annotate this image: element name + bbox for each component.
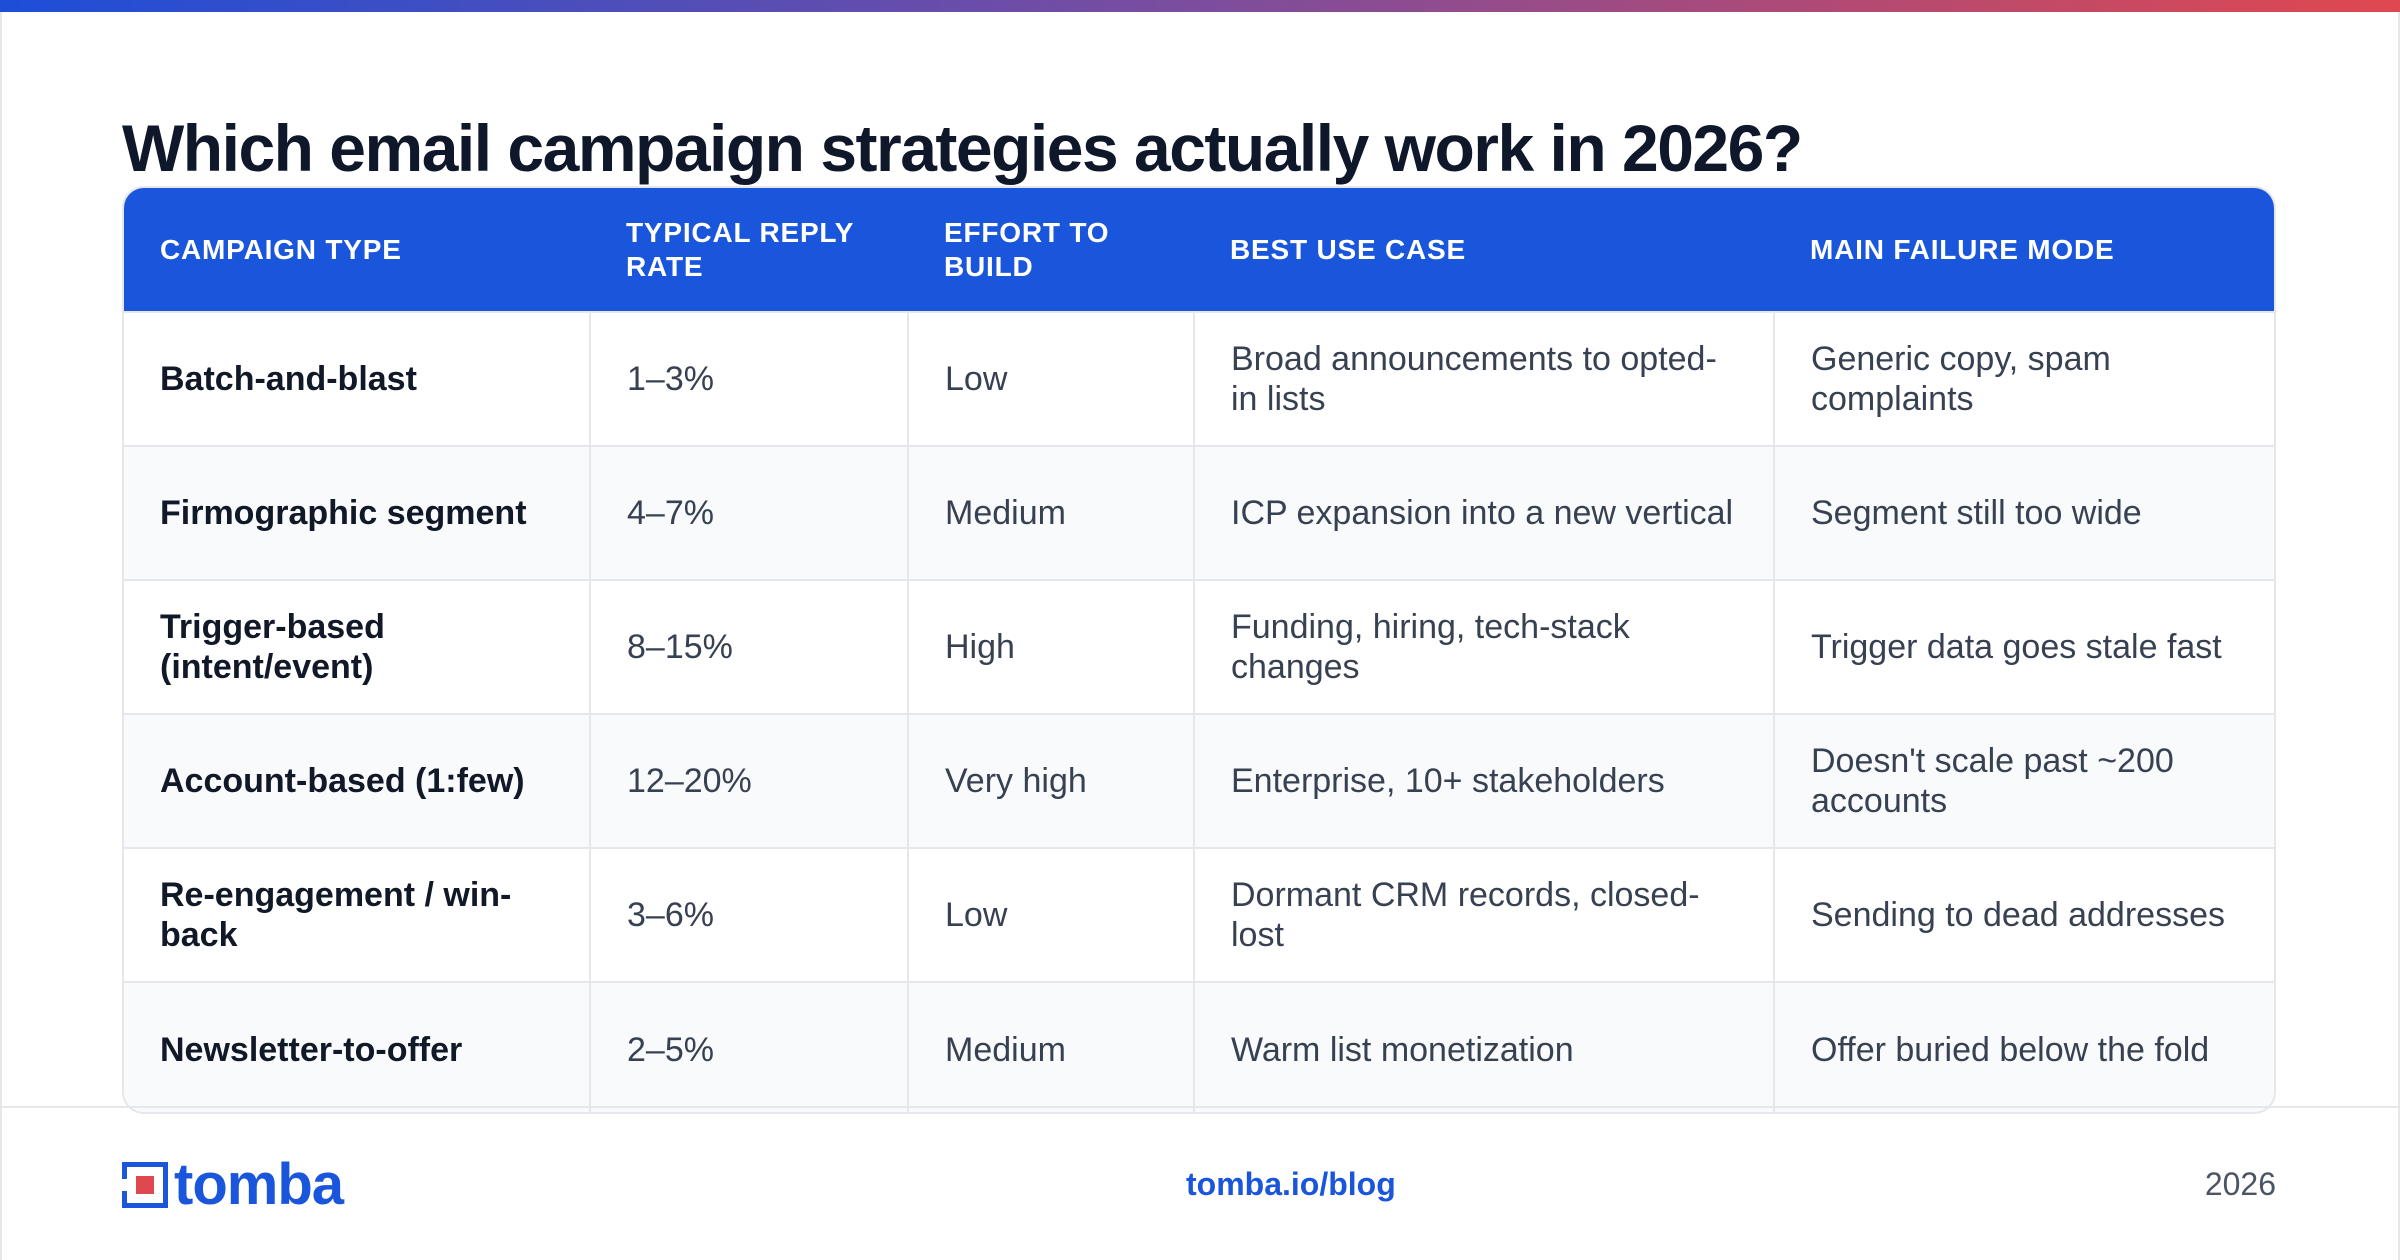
table-row: Re-engagement / win-back 3–6% Low Dorman… [124, 847, 2274, 982]
table-row: Newsletter-to-offer 2–5% Medium Warm lis… [124, 981, 2274, 1112]
cell-use-case: Warm list monetization [1194, 981, 1775, 1112]
cell-failure-mode: Trigger data goes stale fast [1774, 579, 2274, 714]
cell-effort: Very high [908, 713, 1195, 848]
cell-campaign-type: Re-engagement / win-back [124, 847, 591, 982]
header-use-case: BEST USE CASE [1230, 233, 1466, 265]
cell-failure-mode: Generic copy, spam complaints [1774, 311, 2274, 446]
table-header-row: CAMPAIGN TYPE TYPICAL REPLY RATE EFFORT … [124, 188, 2274, 312]
cell-use-case: Funding, hiring, tech-stack changes [1194, 579, 1775, 714]
cell-reply-rate: 8–15% [590, 579, 909, 714]
table-row: Batch-and-blast 1–3% Low Broad announcem… [124, 311, 2274, 446]
cell-failure-mode: Segment still too wide [1774, 445, 2274, 580]
header-failure-mode: MAIN FAILURE MODE [1810, 233, 2115, 265]
cell-failure-mode: Sending to dead addresses [1774, 847, 2274, 982]
cell-use-case: Dormant CRM records, closed-lost [1194, 847, 1775, 982]
cell-effort: High [908, 579, 1195, 714]
table-row: Trigger-based (intent/event) 8–15% High … [124, 579, 2274, 714]
cell-effort: Low [908, 311, 1195, 446]
cell-use-case: ICP expansion into a new vertical [1194, 445, 1775, 580]
cell-campaign-type: Batch-and-blast [124, 311, 591, 446]
logo-wordmark: tomba [174, 1152, 344, 1217]
blog-link[interactable]: tomba.io/blog [1186, 1166, 1396, 1202]
cell-failure-mode: Offer buried below the fold [1774, 981, 2274, 1112]
footer-divider [0, 1106, 2400, 1108]
header-reply-rate: TYPICAL REPLY RATE [626, 216, 854, 282]
tomba-logo[interactable]: tomba [122, 1152, 344, 1217]
cell-effort: Medium [908, 981, 1195, 1112]
tomba-logo-icon [122, 1162, 168, 1208]
cell-reply-rate: 2–5% [590, 981, 909, 1112]
strategy-table-container: CAMPAIGN TYPE TYPICAL REPLY RATE EFFORT … [122, 186, 2276, 1114]
cell-use-case: Broad announcements to opted-in lists [1194, 311, 1775, 446]
cell-use-case: Enterprise, 10+ stakeholders [1194, 713, 1775, 848]
cell-campaign-type: Firmographic segment [124, 445, 591, 580]
frame-border-right [2398, 12, 2400, 1260]
footer-year: 2026 [2204, 1166, 2276, 1202]
frame-border-left [0, 12, 2, 1260]
strategy-table: CAMPAIGN TYPE TYPICAL REPLY RATE EFFORT … [124, 188, 2274, 1112]
cell-effort: Medium [908, 445, 1195, 580]
cell-campaign-type: Newsletter-to-offer [124, 981, 591, 1112]
cell-campaign-type: Account-based (1:few) [124, 713, 591, 848]
cell-reply-rate: 3–6% [590, 847, 909, 982]
cell-campaign-type: Trigger-based (intent/event) [124, 579, 591, 714]
table-row: Account-based (1:few) 12–20% Very high E… [124, 713, 2274, 848]
cell-reply-rate: 4–7% [590, 445, 909, 580]
cell-reply-rate: 1–3% [590, 311, 909, 446]
cell-effort: Low [908, 847, 1195, 982]
header-effort: EFFORT TO BUILD [944, 216, 1110, 282]
page-title: Which email campaign strategies actually… [122, 111, 1803, 185]
cell-reply-rate: 12–20% [590, 713, 909, 848]
header-campaign-type: CAMPAIGN TYPE [160, 233, 402, 265]
table-row: Firmographic segment 4–7% Medium ICP exp… [124, 445, 2274, 580]
top-accent-bar [0, 0, 2400, 12]
cell-failure-mode: Doesn't scale past ~200 accounts [1774, 713, 2274, 848]
